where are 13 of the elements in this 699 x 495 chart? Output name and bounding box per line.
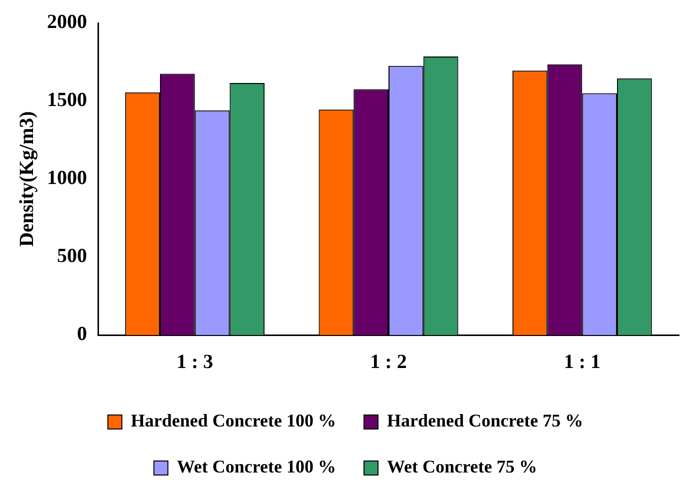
x-tick-label: 1 : 3 xyxy=(176,351,214,374)
legend-label: Wet Concrete 100 % xyxy=(176,456,336,477)
legend-label: Wet Concrete 75 % xyxy=(387,456,538,477)
legend-label: Hardened Concrete 75 % xyxy=(387,410,584,431)
y-tick-label: 1500 xyxy=(47,89,87,112)
legend-label: Hardened Concrete 100 % xyxy=(130,410,336,431)
y-tick-label: 500 xyxy=(57,245,87,268)
y-tick-label: 0 xyxy=(77,323,87,346)
y-tick-label: 2000 xyxy=(47,11,87,34)
y-tick-label: 1000 xyxy=(47,167,87,190)
x-tick-label: 1 : 1 xyxy=(564,351,601,374)
y-axis-title: Density(Kg/m3) xyxy=(16,111,38,247)
x-tick-label: 1 : 2 xyxy=(370,351,407,374)
